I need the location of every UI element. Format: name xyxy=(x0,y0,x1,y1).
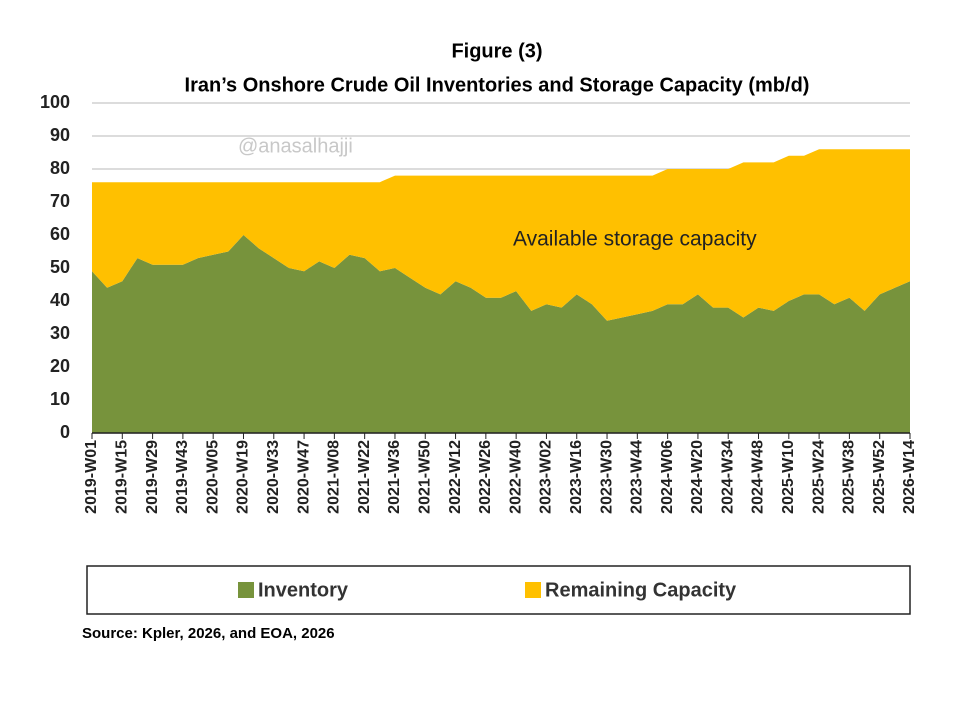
x-tick-label: 2024-W48 xyxy=(750,440,767,514)
x-tick-label: 2023-W30 xyxy=(598,440,615,514)
x-tick-label: 2024-W06 xyxy=(659,440,676,514)
x-tick-label: 2019-W43 xyxy=(174,440,191,514)
x-tick-label: 2021-W36 xyxy=(386,440,403,514)
x-tick-label: 2019-W29 xyxy=(144,440,161,514)
legend-label: Inventory xyxy=(258,579,349,601)
y-tick-label: 60 xyxy=(50,224,70,244)
x-tick-label: 2025-W10 xyxy=(780,440,797,514)
y-tick-label: 40 xyxy=(50,290,70,310)
watermark: @anasalhajji xyxy=(238,135,353,157)
area xyxy=(92,235,910,433)
legend-label: Remaining Capacity xyxy=(545,579,737,601)
x-tick-label: 2020-W19 xyxy=(235,440,252,514)
x-tick-label: 2022-W12 xyxy=(447,440,464,514)
y-tick-label: 70 xyxy=(50,191,70,211)
x-tick-label: 2023-W44 xyxy=(629,440,646,514)
chart-subtitle: Iran’s Onshore Crude Oil Inventories and… xyxy=(185,74,810,96)
x-tick-label: 2019-W15 xyxy=(114,440,131,514)
x-tick-label: 2025-W24 xyxy=(810,440,827,514)
chart-title: Figure (3) xyxy=(451,40,542,62)
x-tick-label: 2019-W01 xyxy=(83,440,100,514)
annotation: Available storage capacity xyxy=(513,228,757,251)
y-tick-label: 90 xyxy=(50,125,70,145)
x-tick-label: 2024-W20 xyxy=(689,440,706,514)
x-tick-label: 2021-W50 xyxy=(416,440,433,514)
x-tick-label: 2022-W26 xyxy=(477,440,494,514)
x-tick-label: 2024-W34 xyxy=(719,440,736,514)
x-tick-label: 2020-W47 xyxy=(295,440,312,514)
x-tick-label: 2022-W40 xyxy=(507,440,524,514)
legend-swatch xyxy=(238,582,254,598)
y-tick-label: 80 xyxy=(50,158,70,178)
y-tick-label: 20 xyxy=(50,356,70,376)
x-tick-label: 2021-W22 xyxy=(356,440,373,514)
x-tick-label: 2021-W08 xyxy=(326,440,343,514)
legend-box xyxy=(86,565,911,615)
legend-swatch xyxy=(525,582,541,598)
y-tick-label: 50 xyxy=(50,257,70,277)
area xyxy=(92,149,910,321)
x-tick-label: 2023-W02 xyxy=(538,440,555,514)
y-tick-label: 0 xyxy=(60,422,70,442)
source: Source: Kpler, 2026, and EOA, 2026 xyxy=(82,625,335,642)
x-tick-label: 2020-W33 xyxy=(265,440,282,514)
y-tick-label: 30 xyxy=(50,323,70,343)
x-tick-label: 2025-W52 xyxy=(871,440,888,514)
y-tick-label: 10 xyxy=(50,389,70,409)
y-tick-label: 100 xyxy=(40,92,70,112)
x-tick-label: 2026-W14 xyxy=(901,440,918,514)
x-tick-label: 2020-W05 xyxy=(204,440,221,514)
x-tick-label: 2023-W16 xyxy=(568,440,585,514)
x-tick-label: 2025-W38 xyxy=(841,440,858,514)
